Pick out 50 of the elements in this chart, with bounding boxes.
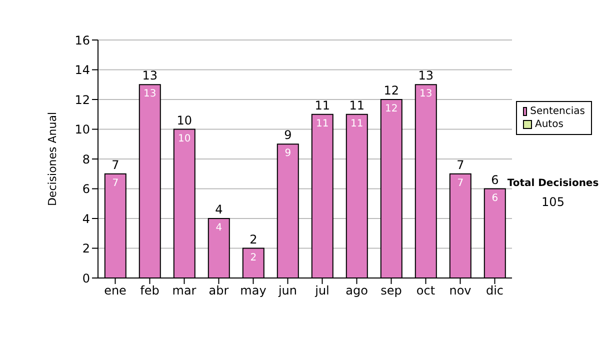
x-tick-label: may — [240, 284, 266, 298]
legend-label: Sentencias — [529, 105, 585, 118]
y-tick-label: 2 — [82, 242, 90, 256]
y-tick-label: 4 — [82, 212, 90, 226]
total-label: 13 — [418, 68, 434, 83]
data-label: 11 — [350, 118, 364, 130]
total-label: 11 — [349, 98, 365, 112]
x-tick-label: jul — [314, 284, 330, 298]
total-label: 9 — [284, 128, 292, 142]
x-tick-label: abr — [208, 284, 229, 298]
y-tick-label: 14 — [74, 63, 90, 78]
total-label: 4 — [215, 202, 223, 216]
x-tick-label: feb — [140, 284, 160, 298]
y-tick-label: 6 — [82, 182, 90, 196]
total-label: 7 — [456, 158, 464, 172]
total-label: 12 — [384, 84, 400, 98]
data-label: 2 — [250, 252, 257, 264]
data-label: 4 — [216, 222, 222, 234]
y-tick-label: 16 — [74, 33, 90, 48]
y-axis-title: Decisiones Anual — [46, 112, 59, 206]
total-label: 10 — [176, 113, 192, 128]
data-label: 7 — [457, 178, 464, 189]
y-tick-label: 8 — [82, 152, 90, 166]
x-tick-label: mar — [172, 284, 196, 298]
y-tick-label: 12 — [74, 92, 90, 107]
total-label: 13 — [142, 68, 158, 83]
annotation: Total Decisiones — [506, 178, 600, 189]
x-tick-label: dic — [486, 284, 504, 298]
x-tick-label: ago — [346, 284, 368, 298]
data-label: 7 — [112, 178, 119, 189]
data-label: 10 — [178, 133, 191, 144]
x-tick-label: oct — [416, 284, 436, 298]
data-label: 6 — [492, 192, 498, 204]
x-tick-label: ene — [104, 284, 126, 298]
data-label: 11 — [316, 118, 329, 130]
x-tick-label: sep — [380, 284, 402, 298]
x-tick-label: nov — [449, 284, 472, 298]
y-tick-label: 0 — [82, 271, 90, 286]
total-label: 2 — [250, 232, 258, 246]
y-tick-label: 10 — [74, 122, 90, 137]
data-label: 13 — [144, 88, 156, 100]
total-label: 7 — [112, 158, 120, 172]
data-label: 12 — [385, 104, 398, 115]
total-label: 6 — [491, 172, 499, 187]
data-label: 9 — [284, 148, 292, 160]
x-tick-label: jun — [277, 284, 298, 298]
legend-label: Autos — [534, 118, 564, 131]
total-label: 11 — [314, 98, 330, 112]
text: 105 — [540, 195, 566, 209]
data-label: 13 — [420, 88, 432, 100]
